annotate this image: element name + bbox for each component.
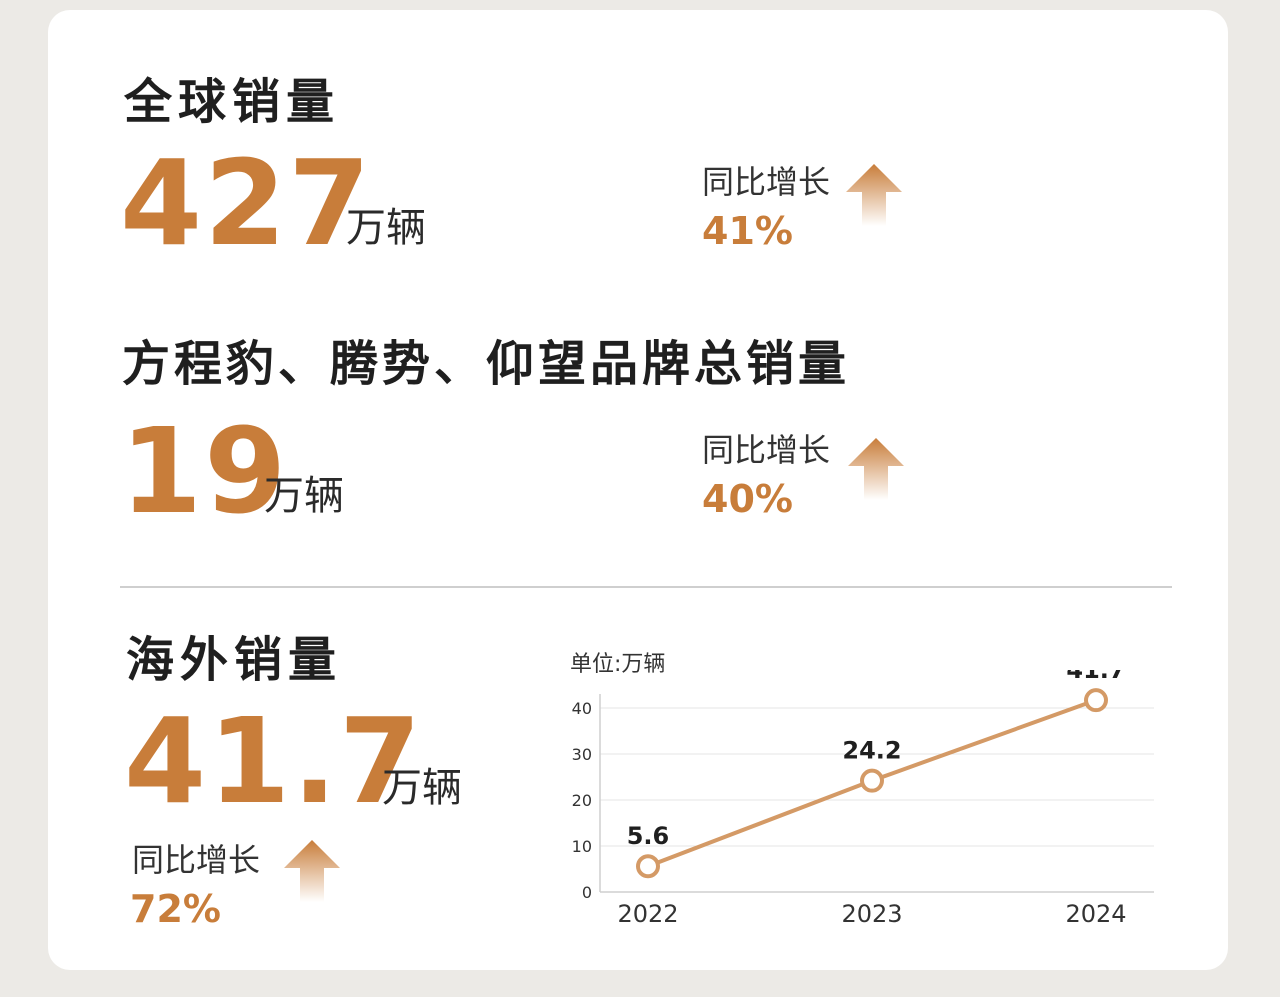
- global-sales-unit: 万辆: [346, 205, 426, 251]
- up-arrow-icon: [848, 438, 904, 500]
- up-arrow-icon: [846, 164, 902, 226]
- data-point: [636, 854, 660, 879]
- data-label: 5.6: [627, 822, 670, 850]
- section-divider: [120, 586, 1172, 588]
- global-growth-value: 41%: [702, 209, 793, 253]
- overseas-sales-value: 41.7: [124, 692, 424, 830]
- global-sales-value: 427: [120, 134, 373, 272]
- y-tick-label: 10: [572, 837, 592, 856]
- global-sales-title: 全球销量: [124, 74, 341, 130]
- data-label: 41.7: [1066, 670, 1125, 684]
- data-label: 24.2: [842, 737, 901, 765]
- brands-sales-title: 方程豹、腾势、仰望品牌总销量: [122, 336, 851, 392]
- brands-growth-label: 同比增长: [702, 431, 831, 469]
- y-tick-label: 40: [572, 699, 592, 718]
- overseas-sales-unit: 万辆: [382, 765, 462, 811]
- y-tick-label: 20: [572, 791, 592, 810]
- up-arrow-icon: [284, 840, 340, 902]
- x-tick-label: 2023: [841, 900, 902, 928]
- data-point: [1084, 688, 1108, 713]
- overseas-growth-label: 同比增长: [132, 841, 261, 879]
- overseas-line-chart: 0 10 20 30 40 2022 2023 2024 5.6 24.2 41.7: [572, 670, 1154, 928]
- brands-sales-unit: 万辆: [264, 473, 344, 519]
- brands-growth-value: 40%: [702, 477, 793, 521]
- brands-sales-value: 19: [120, 402, 289, 540]
- chart-unit-label: 单位:万辆: [570, 652, 666, 677]
- y-tick-label: 0: [582, 883, 592, 902]
- stats-card: 全球销量 427 万辆 同比增长 41% 方程豹、腾势、仰望品牌总销量 19 万…: [48, 10, 1228, 970]
- y-tick-label: 30: [572, 745, 592, 764]
- global-growth-label: 同比增长: [702, 163, 831, 201]
- x-tick-label: 2024: [1065, 900, 1126, 928]
- x-tick-label: 2022: [617, 900, 678, 928]
- overseas-growth-value: 72%: [130, 887, 221, 931]
- overseas-sales-title: 海外销量: [126, 632, 343, 688]
- data-point: [860, 768, 884, 793]
